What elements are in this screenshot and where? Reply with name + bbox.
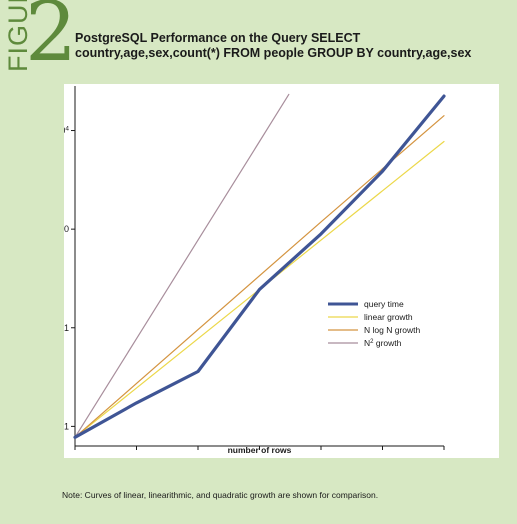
chart-note: Note: Curves of linear, linearithmic, an… [62, 490, 379, 500]
y-tick-label: 1 [64, 323, 69, 333]
legend-label: N log N growth [364, 325, 420, 335]
x-axis-label: number of rows [228, 445, 292, 455]
y-tick-label: 104 [64, 125, 69, 136]
chart-title: PostgreSQL Performance on the Query SELE… [75, 31, 472, 60]
legend-label: N2 growth [364, 338, 402, 348]
plot-panel: 10001041051061071081090.011100104number … [64, 84, 499, 458]
series-line-n-log-n-growth [74, 115, 445, 438]
legend-label: linear growth [364, 312, 413, 322]
y-tick-label: 0.01 [64, 421, 69, 431]
chart-svg: 10001041051061071081090.011100104number … [64, 86, 446, 455]
legend-label: query time [364, 299, 404, 309]
y-tick-label: 100 [64, 224, 69, 234]
figure-label-number: 2 [25, 0, 78, 80]
series-line-query-time [73, 94, 446, 439]
series-line-n-growth [74, 93, 290, 438]
